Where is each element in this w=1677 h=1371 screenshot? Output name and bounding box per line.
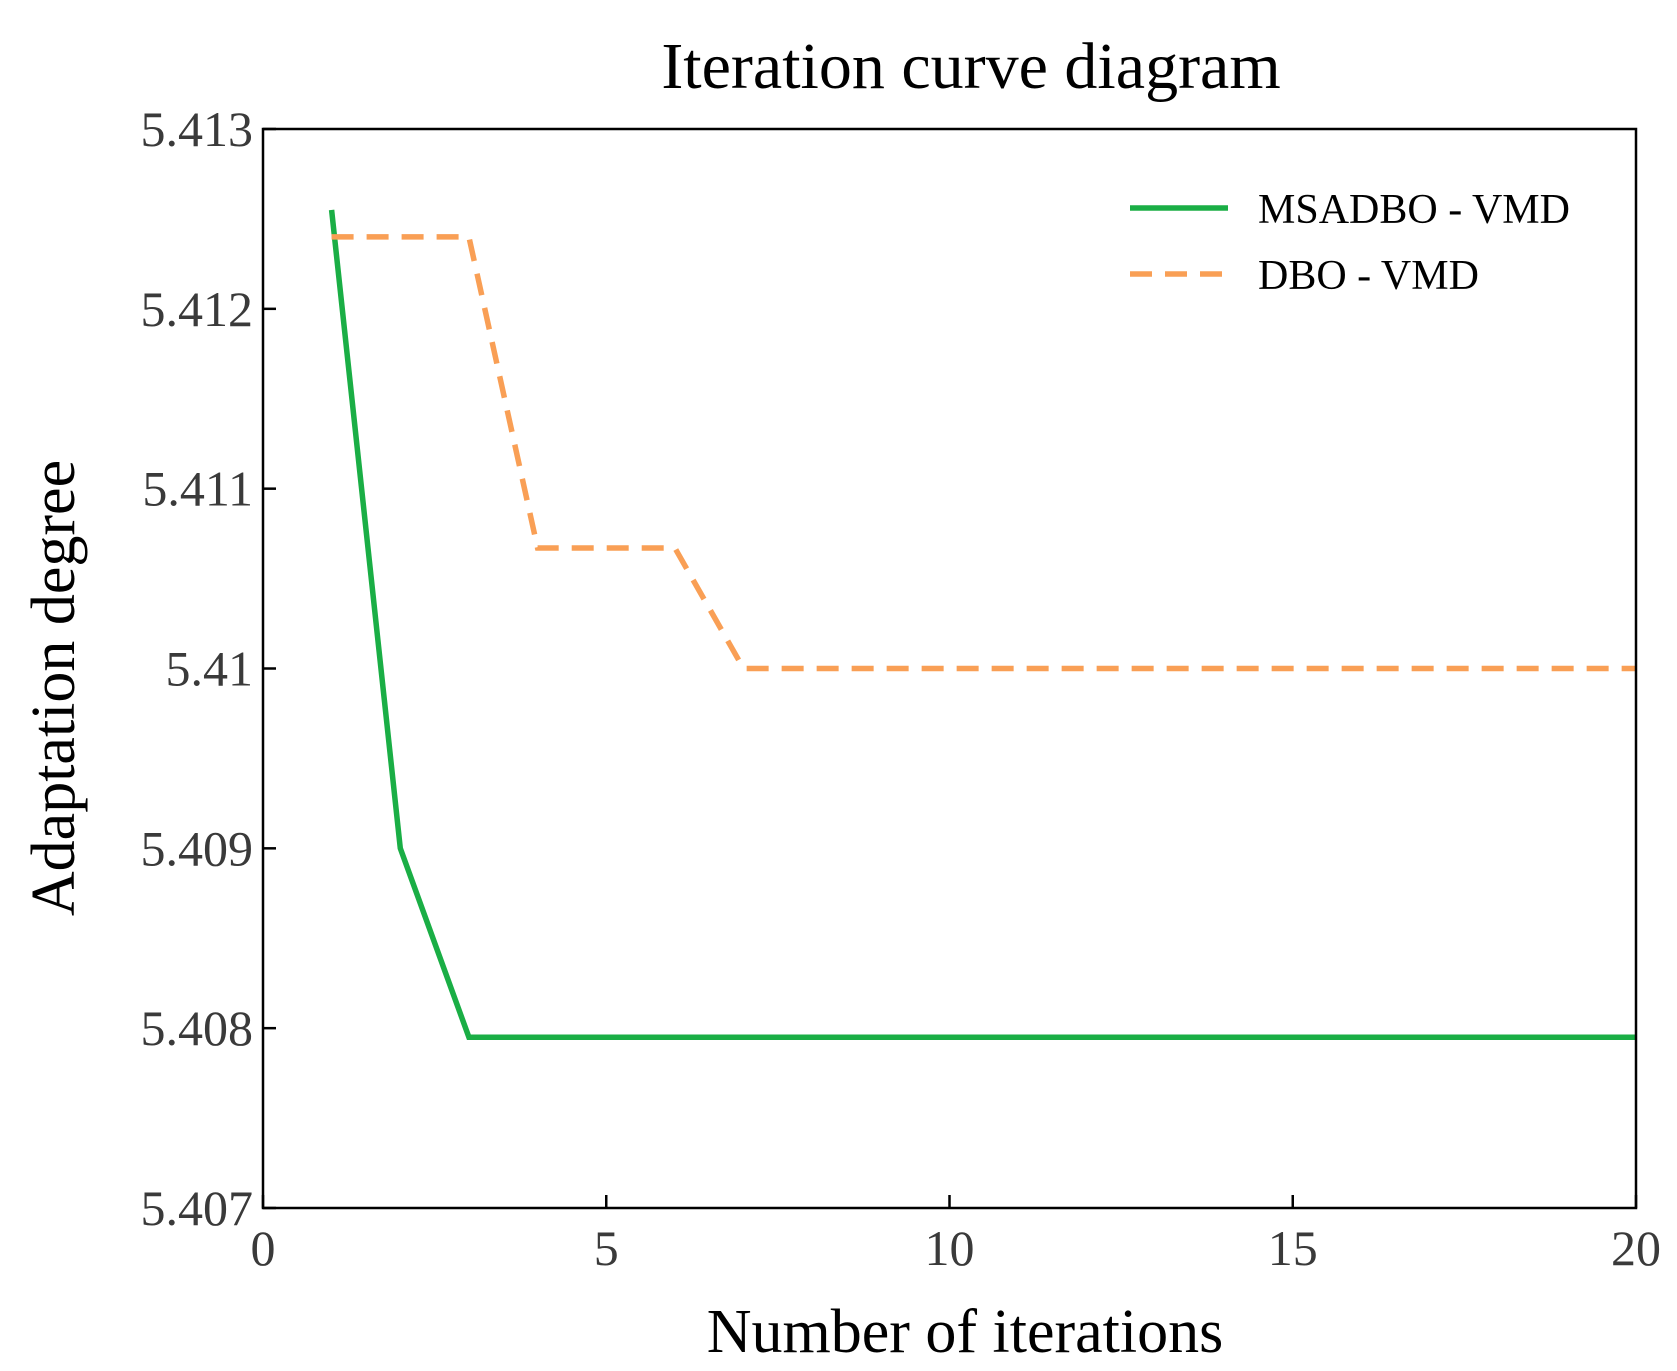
y-axis-label: Adaptation degree [20,460,88,916]
series-layer [328,209,1636,1040]
y-tick-label: 5.412 [141,281,254,337]
ticks-layer: 0 5 10 15 20 5.407 5.408 5.409 5.41 5.411 5.412 5.4… [141,101,1662,1276]
x-tick-label: 20 [1611,1220,1661,1276]
chart-title: Iteration curve diagram [661,30,1280,103]
y-tick-label: 5.409 [141,820,254,876]
y-tick-label: 5.407 [141,1180,254,1236]
y-tick-label: 5.408 [141,1000,254,1056]
y-tick-label: 5.413 [141,101,254,157]
legend: MSADBO - VMD DBO - VMD [1130,187,1570,299]
legend-label-2: DBO - VMD [1258,253,1479,299]
x-tick-label: 15 [1268,1220,1318,1276]
series-line-2 [331,234,1636,672]
y-tick-label: 5.41 [166,641,254,697]
legend-label-1: MSADBO - VMD [1258,187,1570,233]
series-line-1 [328,209,1636,1040]
y-tick-label: 5.411 [142,461,253,517]
x-tick-label: 5 [594,1220,619,1276]
x-tick-label: 0 [251,1220,276,1276]
x-axis-label: Number of iterations [707,1298,1224,1366]
x-tick-label: 10 [925,1220,975,1276]
